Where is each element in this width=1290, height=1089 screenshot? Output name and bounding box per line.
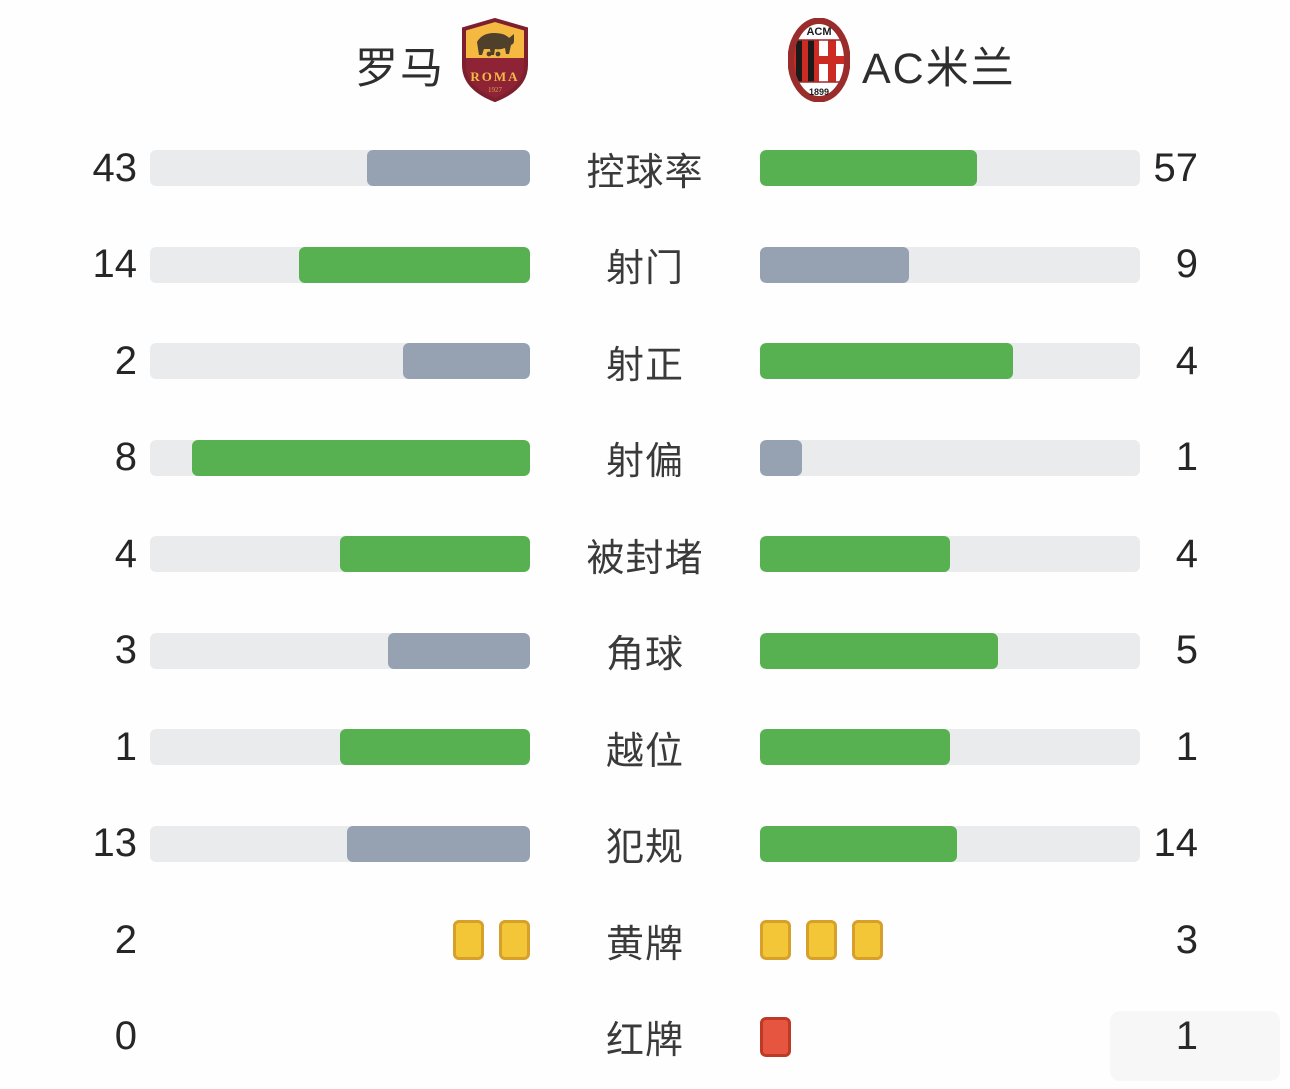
away-bar-fill [760, 536, 950, 573]
home-bar-fill [298, 246, 530, 283]
away-value: 1 [1175, 435, 1198, 480]
away-cards [760, 920, 1140, 961]
home-bar-track [150, 729, 530, 766]
stat-label: 黄牌 [605, 923, 684, 966]
away-value: 1 [1175, 1014, 1198, 1059]
stat-label: 控球率 [586, 151, 704, 194]
yellow-card-icon [852, 920, 883, 961]
stat-label: 犯规 [605, 827, 684, 870]
home-bar-track [150, 632, 530, 669]
stat-row-角球: 3 角球 5 [0, 603, 1290, 700]
away-bar-track [760, 825, 1140, 862]
stat-label: 射正 [605, 344, 684, 387]
stat-row-被封堵: 4 被封堵 4 [0, 506, 1290, 603]
away-value: 57 [1153, 145, 1199, 190]
home-bar-track [150, 825, 530, 862]
home-value: 4 [114, 531, 137, 576]
home-bar-fill [366, 150, 530, 187]
away-bar-track [760, 343, 1140, 380]
home-value: 1 [114, 724, 137, 769]
away-team-name: AC米兰 [862, 45, 1016, 93]
stats-rows: 43 控球率 57 14 射门 9 2 射正 4 8 射偏 1 4 被封堵 4 3 角球 5 1 越位 1 13 犯规 14 2… [0, 120, 1290, 1085]
red-card-icon [760, 1016, 791, 1057]
away-bar-track [760, 439, 1140, 476]
away-bar-track [760, 150, 1140, 187]
wolf-silhouette-icon [477, 33, 514, 55]
away-value: 3 [1175, 917, 1198, 962]
home-bar-track [150, 439, 530, 476]
svg-text:ACM: ACM [806, 26, 831, 38]
svg-text:ROMA: ROMA [470, 69, 519, 84]
away-value: 4 [1175, 531, 1198, 576]
stat-label: 角球 [605, 634, 684, 677]
stat-label: 越位 [605, 730, 684, 773]
stat-row-红牌: 0 红牌 1 [0, 989, 1290, 1086]
stat-row-控球率: 43 控球率 57 [0, 120, 1290, 217]
away-value: 1 [1175, 724, 1198, 769]
away-bar-fill [760, 246, 909, 283]
yellow-card-icon [499, 920, 530, 961]
stat-row-射偏: 8 射偏 1 [0, 410, 1290, 507]
away-bar-track [760, 729, 1140, 766]
yellow-card-icon [806, 920, 837, 961]
stat-row-射正: 2 射正 4 [0, 313, 1290, 410]
stat-label: 射门 [605, 248, 684, 291]
home-bar-fill [387, 632, 530, 669]
away-bar-track [760, 632, 1140, 669]
yellow-card-icon [453, 920, 484, 961]
yellow-card-icon [760, 920, 791, 961]
home-cards [150, 920, 530, 961]
home-bar-track [150, 150, 530, 187]
home-bar-fill [403, 343, 530, 380]
roma-crest-logo: ROMA 1927 [462, 18, 528, 102]
away-value: 9 [1175, 242, 1198, 287]
home-value: 3 [114, 628, 137, 673]
home-team-name: 罗马 [355, 45, 445, 93]
watermark [1110, 1011, 1280, 1081]
away-bar-fill [760, 343, 1014, 380]
away-value: 14 [1153, 821, 1199, 866]
stat-label: 红牌 [605, 1020, 684, 1063]
away-bar-fill [760, 632, 998, 669]
away-bar-track [760, 246, 1140, 283]
home-bar-fill [347, 825, 530, 862]
home-value: 2 [114, 338, 137, 383]
away-bar-fill [760, 825, 958, 862]
away-bar-fill [760, 439, 803, 476]
svg-text:1899: 1899 [809, 87, 829, 97]
away-bar-fill [760, 150, 977, 187]
away-cards [760, 1016, 1140, 1057]
home-bar-fill [340, 729, 530, 766]
stat-row-犯规: 13 犯规 14 [0, 796, 1290, 893]
home-bar-track [150, 246, 530, 283]
home-value: 0 [114, 1014, 137, 1059]
stat-row-射门: 14 射门 9 [0, 217, 1290, 314]
home-bar-track [150, 536, 530, 573]
home-bar-track [150, 343, 530, 380]
home-value: 13 [92, 821, 138, 866]
away-value: 5 [1175, 628, 1198, 673]
stat-label: 被封堵 [586, 537, 704, 580]
home-bar-fill [192, 439, 530, 476]
away-bar-track [760, 536, 1140, 573]
home-value: 8 [114, 435, 137, 480]
stat-label: 射偏 [605, 441, 684, 484]
stat-row-黄牌: 2 黄牌 3 [0, 892, 1290, 989]
svg-text:1927: 1927 [488, 86, 503, 94]
home-value: 2 [114, 917, 137, 962]
home-bar-fill [340, 536, 530, 573]
stat-row-越位: 1 越位 1 [0, 699, 1290, 796]
away-value: 4 [1175, 338, 1198, 383]
ac-milan-crest-logo: ACM 1899 [788, 18, 850, 102]
home-value: 14 [92, 242, 138, 287]
home-value: 43 [92, 145, 138, 190]
header: 罗马 ROMA 1927 [0, 0, 1290, 120]
away-bar-fill [760, 729, 950, 766]
